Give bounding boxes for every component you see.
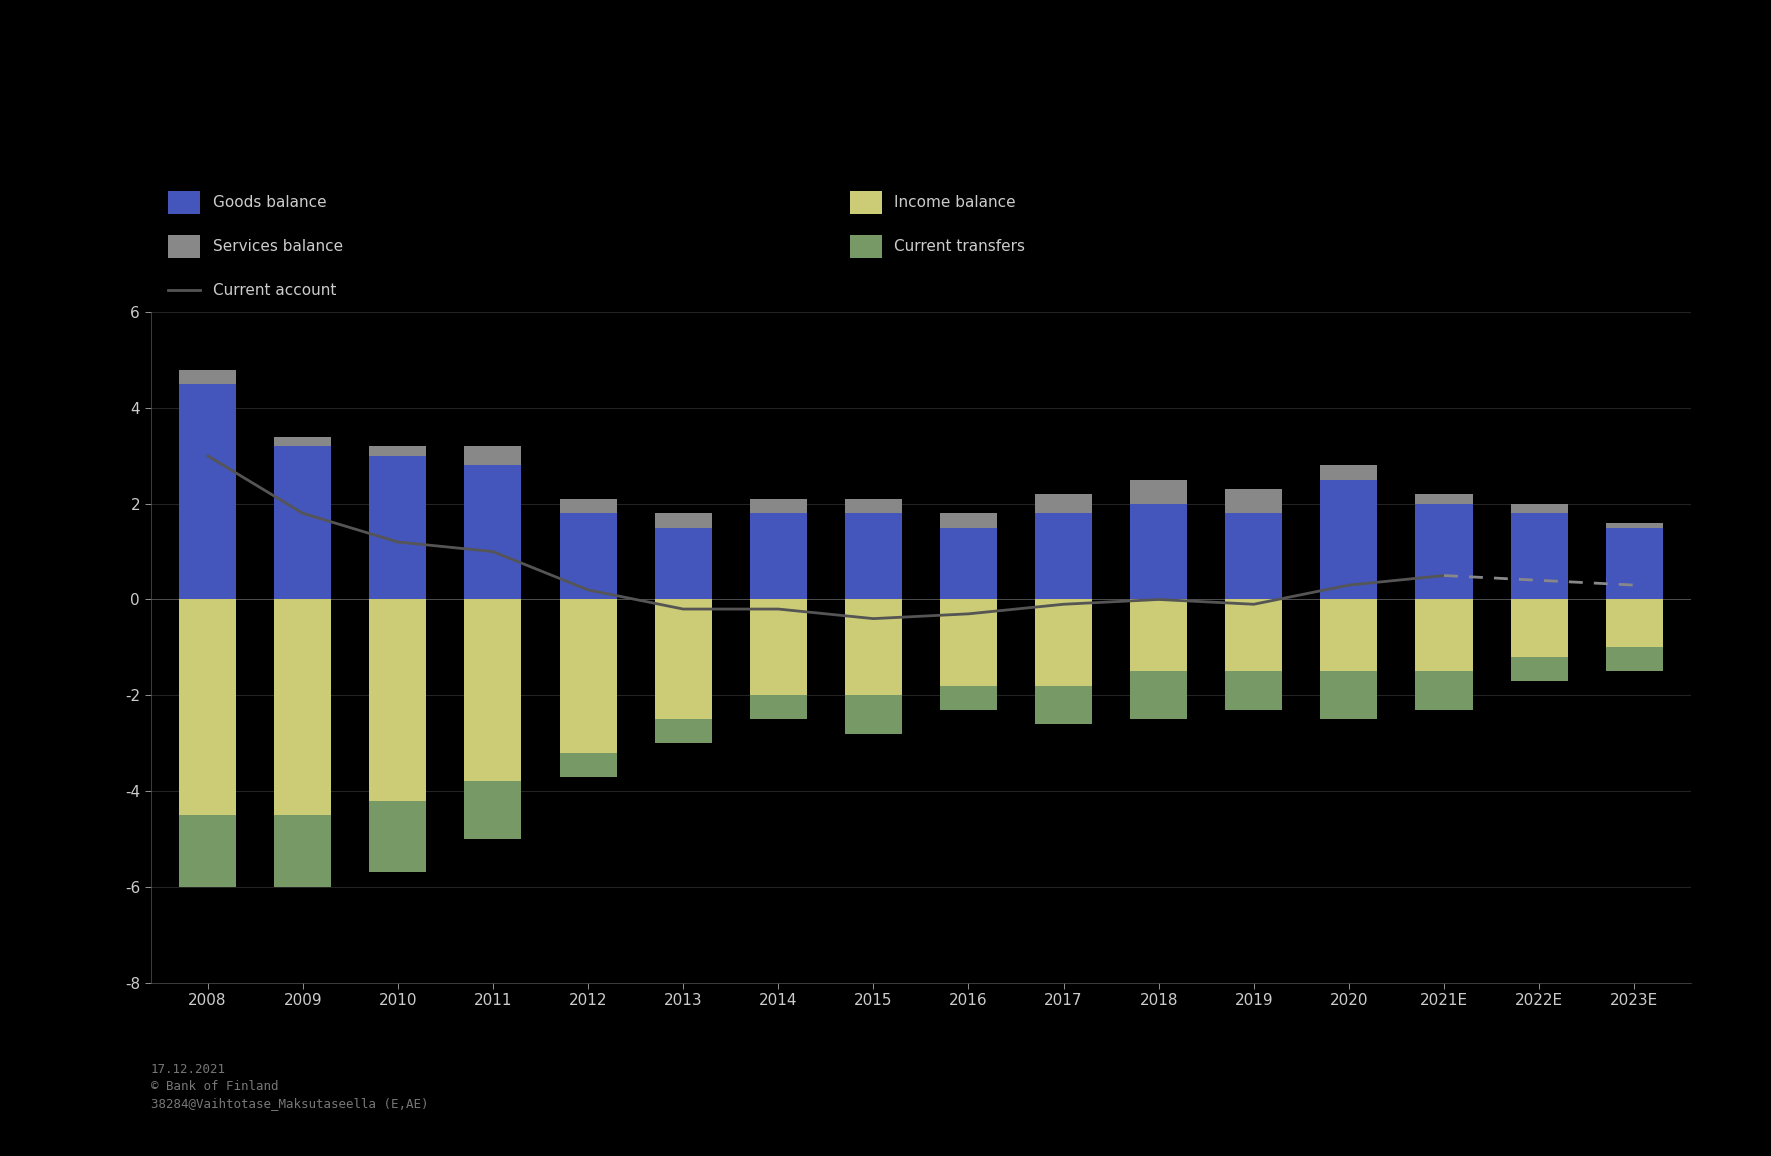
Bar	[1511, 504, 1567, 513]
Bar	[1321, 466, 1378, 480]
Bar	[1415, 504, 1472, 600]
Bar	[940, 686, 997, 710]
Bar	[655, 600, 712, 719]
Bar	[1606, 527, 1663, 600]
Bar	[275, 446, 331, 600]
Bar	[1130, 504, 1187, 600]
Bar	[1606, 647, 1663, 672]
Bar	[464, 446, 521, 466]
Bar	[1321, 672, 1378, 719]
Text: 17.12.2021
© Bank of Finland
38284@Vaihtotase_Maksutaseella (E,AE): 17.12.2021 © Bank of Finland 38284@Vaiht…	[151, 1062, 429, 1110]
Bar	[749, 499, 808, 513]
Bar	[1226, 600, 1282, 672]
Bar	[1511, 600, 1567, 657]
Bar	[655, 719, 712, 743]
Bar	[940, 513, 997, 527]
Bar	[179, 600, 236, 815]
Text: Services balance: Services balance	[213, 239, 342, 253]
Bar	[1130, 672, 1187, 719]
Text: Current transfers: Current transfers	[894, 239, 1025, 253]
Bar	[1226, 513, 1282, 600]
Bar	[464, 600, 521, 781]
Bar	[1606, 600, 1663, 647]
Bar	[1415, 600, 1472, 672]
Bar	[655, 513, 712, 527]
Bar	[845, 499, 901, 513]
Bar	[179, 815, 236, 887]
Bar	[1511, 657, 1567, 681]
Bar	[749, 600, 808, 695]
Bar	[275, 437, 331, 446]
Bar	[464, 466, 521, 600]
Bar	[845, 513, 901, 600]
Bar	[560, 600, 616, 753]
Text: Goods balance: Goods balance	[213, 195, 326, 209]
Bar	[1415, 494, 1472, 504]
Bar	[1130, 480, 1187, 504]
Bar	[1321, 480, 1378, 600]
Text: Current account: Current account	[213, 283, 336, 297]
Bar	[370, 446, 427, 455]
Bar	[1606, 523, 1663, 527]
Bar	[560, 753, 616, 777]
Bar	[845, 600, 901, 695]
Bar	[845, 695, 901, 734]
Bar	[179, 370, 236, 384]
Bar	[560, 513, 616, 600]
Bar	[1034, 686, 1093, 724]
Bar	[275, 600, 331, 815]
Bar	[370, 600, 427, 801]
Bar	[1415, 672, 1472, 710]
Bar	[560, 499, 616, 513]
Bar	[1226, 672, 1282, 710]
Bar	[940, 527, 997, 600]
Bar	[1321, 600, 1378, 672]
Bar	[749, 695, 808, 719]
Bar	[940, 600, 997, 686]
Bar	[1226, 489, 1282, 513]
Bar	[464, 781, 521, 839]
Bar	[370, 455, 427, 600]
Bar	[275, 815, 331, 887]
Bar	[1511, 513, 1567, 600]
Text: Income balance: Income balance	[894, 195, 1017, 209]
Bar	[1034, 513, 1093, 600]
Bar	[179, 384, 236, 600]
Bar	[1130, 600, 1187, 672]
Bar	[370, 801, 427, 873]
Bar	[1034, 600, 1093, 686]
Bar	[1034, 494, 1093, 513]
Bar	[749, 513, 808, 600]
Bar	[655, 527, 712, 600]
